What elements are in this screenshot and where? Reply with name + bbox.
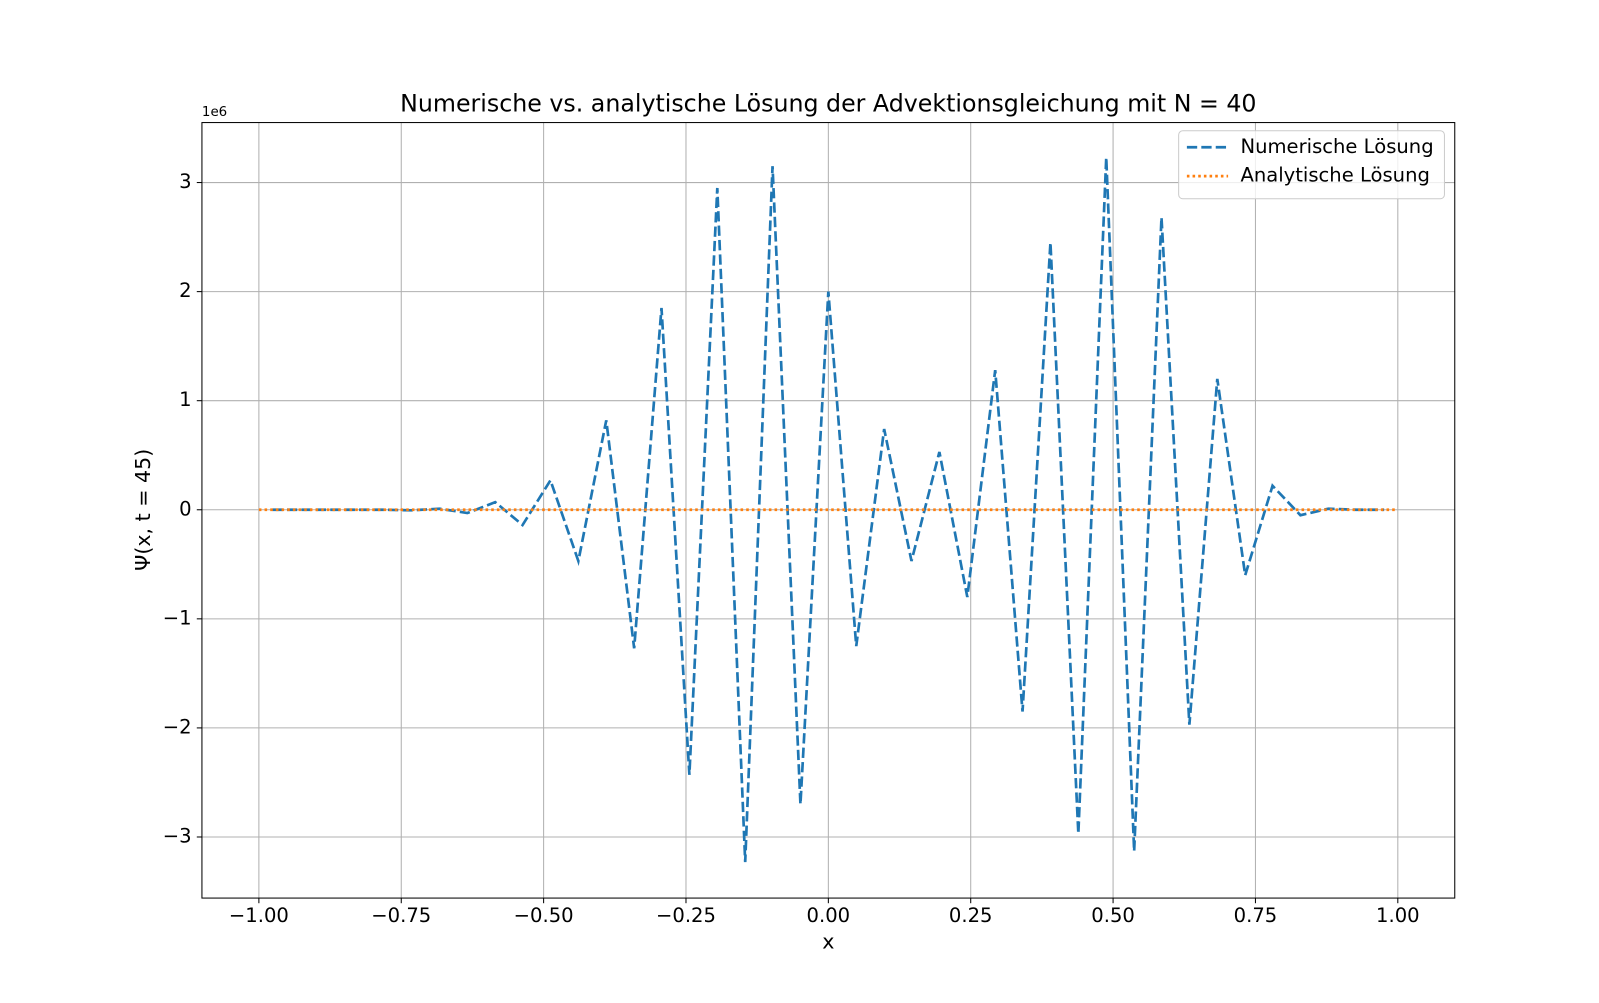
x-tick-label: −0.75: [371, 904, 431, 927]
y-tick-label: 1: [179, 388, 191, 411]
legend: Numerische Lösung Analytische Lösung: [1178, 130, 1445, 200]
y-tick-label: −2: [163, 715, 192, 738]
plot-frame: [201, 122, 1456, 899]
x-tick-label: 0.75: [1234, 904, 1278, 927]
y-tick-label: −3: [163, 824, 192, 847]
x-axis-label: x: [822, 929, 834, 953]
y-tick-label: 2: [179, 279, 191, 302]
y-tick-label: −1: [163, 606, 192, 629]
y-tick-label: 3: [179, 170, 191, 193]
y-axis-label: Ψ(x, t = 45): [131, 449, 155, 571]
legend-box: [1178, 130, 1445, 200]
x-tick-label: −0.50: [514, 904, 574, 927]
x-tick-label: −1.00: [229, 904, 289, 927]
legend-label: Analytische Lösung: [1240, 164, 1429, 187]
y-offset-label: 1e6: [202, 105, 227, 120]
y-tick-label: 0: [179, 497, 191, 520]
x-tick-label: 0.25: [949, 904, 993, 927]
x-tick-label: 0.00: [807, 904, 851, 927]
x-tick-label: 1.00: [1376, 904, 1420, 927]
x-tick-label: −0.25: [656, 904, 716, 927]
chart-title: Numerische vs. analytische Lösung der Ad…: [400, 90, 1256, 118]
x-tick-label: 0.50: [1091, 904, 1135, 927]
legend-label: Numerische Lösung: [1240, 135, 1433, 158]
series-line: [272, 157, 1385, 863]
